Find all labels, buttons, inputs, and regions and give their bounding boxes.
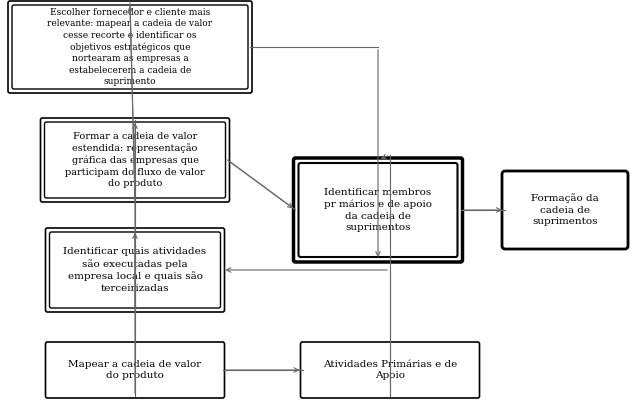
FancyBboxPatch shape <box>8 1 252 93</box>
FancyBboxPatch shape <box>50 232 220 308</box>
Text: Identificar membros
pr mários e de apoio
da cadeia de
suprimentos: Identificar membros pr mários e de apoio… <box>324 188 432 232</box>
FancyBboxPatch shape <box>46 228 225 312</box>
FancyBboxPatch shape <box>502 171 628 249</box>
FancyBboxPatch shape <box>12 5 248 89</box>
Text: Atividades Primárias e de
Apoio: Atividades Primárias e de Apoio <box>323 360 457 380</box>
Text: Identificar quais atividades
são executadas pela
empresa local e quais são
terce: Identificar quais atividades são executa… <box>64 247 206 293</box>
Text: Mapear a cadeia de valor
do produto: Mapear a cadeia de valor do produto <box>69 360 202 380</box>
Text: Escolher fornecedor e cliente mais
relevante: mapear a cadeia de valor
cesse rec: Escolher fornecedor e cliente mais relev… <box>48 8 213 86</box>
FancyBboxPatch shape <box>293 158 462 262</box>
FancyBboxPatch shape <box>44 122 225 198</box>
FancyBboxPatch shape <box>300 342 479 398</box>
FancyBboxPatch shape <box>298 163 457 257</box>
FancyBboxPatch shape <box>46 342 225 398</box>
Text: Formação da
cadeia de
suprimentos: Formação da cadeia de suprimentos <box>531 193 599 226</box>
FancyBboxPatch shape <box>41 118 229 202</box>
Text: Formar a cadeia de valor
estendida: representação
gráfica das empresas que
parti: Formar a cadeia de valor estendida: repr… <box>65 132 205 188</box>
